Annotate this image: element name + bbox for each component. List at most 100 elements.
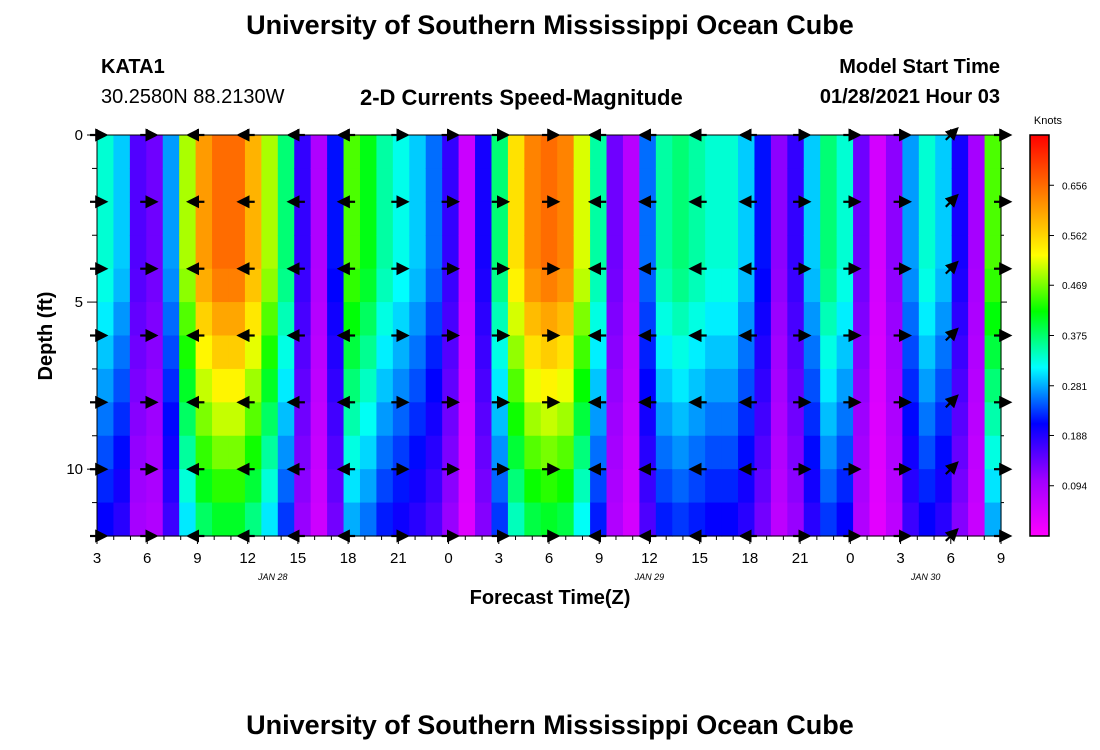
- heat-cell: [195, 302, 213, 337]
- heat-cell: [228, 402, 246, 437]
- heat-cell: [277, 335, 295, 370]
- heat-cell: [310, 402, 328, 437]
- x-axis-label: Forecast Time(Z): [470, 587, 631, 609]
- heat-cell: [705, 268, 723, 303]
- heat-cell: [803, 201, 821, 236]
- x-tick-label: 21: [390, 550, 407, 567]
- heat-cell: [721, 469, 739, 504]
- heat-cell: [146, 402, 164, 437]
- heat-cell: [376, 469, 394, 504]
- heat-cell: [228, 268, 246, 303]
- heat-cell: [261, 302, 279, 337]
- heat-cell: [787, 302, 805, 337]
- heat-cell: [97, 201, 115, 236]
- heat-cell: [524, 201, 542, 236]
- heat-cell: [951, 335, 969, 370]
- heat-cell: [310, 268, 328, 303]
- heat-cell: [507, 335, 525, 370]
- heat-cell: [343, 335, 361, 370]
- heat-cell: [738, 368, 756, 403]
- heat-cell: [162, 435, 180, 470]
- heat-cell: [557, 368, 575, 403]
- heat-cell: [902, 469, 920, 504]
- heat-cell: [244, 201, 262, 236]
- heat-cell: [376, 235, 394, 270]
- heat-cell: [491, 302, 509, 337]
- heat-cell: [277, 402, 295, 437]
- heat-cell: [573, 302, 591, 337]
- heat-cell: [918, 302, 936, 337]
- heat-cell: [770, 335, 788, 370]
- date-label: JAN 28: [257, 572, 288, 582]
- heat-cell: [113, 335, 131, 370]
- y-tick-label: 10: [66, 461, 83, 478]
- heat-cell: [573, 402, 591, 437]
- heat-cell: [836, 201, 854, 236]
- heat-cell: [507, 402, 525, 437]
- heat-cell: [442, 168, 460, 203]
- heat-cell: [803, 368, 821, 403]
- heat-cell: [672, 268, 690, 303]
- heat-cell: [688, 368, 706, 403]
- heat-cell: [392, 402, 410, 437]
- heat-cell: [705, 302, 723, 337]
- heat-cell: [294, 335, 312, 370]
- heat-cell: [327, 335, 345, 370]
- heat-cell: [968, 469, 986, 504]
- heat-cell: [869, 402, 887, 437]
- heat-cell: [113, 135, 131, 170]
- heat-cell: [212, 435, 230, 470]
- heat-cell: [294, 168, 312, 203]
- heat-cell: [425, 135, 443, 170]
- heat-cell: [162, 302, 180, 337]
- heat-cell: [803, 235, 821, 270]
- heat-cell: [754, 335, 772, 370]
- heat-cell: [458, 502, 476, 537]
- heat-cell: [507, 469, 525, 504]
- heat-cell: [672, 469, 690, 504]
- heat-cell: [310, 135, 328, 170]
- heat-cell: [442, 502, 460, 537]
- heat-cell: [738, 235, 756, 270]
- x-tick-label: 15: [290, 550, 307, 567]
- heat-cell: [951, 402, 969, 437]
- heat-cell: [195, 168, 213, 203]
- heat-cell: [803, 302, 821, 337]
- heat-cell: [803, 268, 821, 303]
- heat-cell: [392, 168, 410, 203]
- heat-cell: [212, 268, 230, 303]
- heat-cell: [573, 502, 591, 537]
- current-vector: [944, 394, 959, 409]
- heat-cell: [310, 368, 328, 403]
- heat-cell: [162, 168, 180, 203]
- heat-cell: [507, 135, 525, 170]
- heat-cell: [836, 402, 854, 437]
- heat-cell: [113, 268, 131, 303]
- heat-cell: [129, 335, 147, 370]
- heat-cell: [540, 335, 558, 370]
- heat-cell: [787, 335, 805, 370]
- heat-cell: [212, 302, 230, 337]
- heat-cell: [984, 201, 1002, 236]
- colorbar-tick-label: 0.188: [1062, 431, 1087, 442]
- heat-cell: [277, 168, 295, 203]
- heat-cell: [310, 335, 328, 370]
- heat-cell: [146, 469, 164, 504]
- heat-cell: [261, 435, 279, 470]
- heat-cell: [770, 368, 788, 403]
- heat-cell: [425, 235, 443, 270]
- heat-cell: [721, 435, 739, 470]
- heat-cell: [853, 402, 871, 437]
- heat-cell: [343, 268, 361, 303]
- heat-cell: [557, 168, 575, 203]
- heat-cell: [770, 135, 788, 170]
- heat-cell: [820, 469, 838, 504]
- heat-cell: [655, 402, 673, 437]
- heat-cell: [622, 469, 640, 504]
- heat-cell: [244, 502, 262, 537]
- heat-cell: [409, 168, 427, 203]
- heat-cell: [442, 368, 460, 403]
- heat-cell: [590, 135, 608, 170]
- heat-cell: [688, 435, 706, 470]
- heat-cell: [573, 368, 591, 403]
